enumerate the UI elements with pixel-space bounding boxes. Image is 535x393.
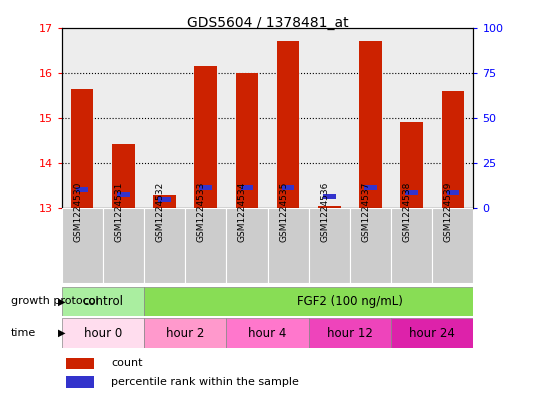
Bar [323,194,335,199]
Bar [277,41,300,208]
Bar [66,376,95,388]
Text: GSM1224532: GSM1224532 [156,182,165,242]
Text: count: count [111,358,142,368]
Bar [62,318,144,348]
Bar [447,190,459,195]
Bar [359,41,382,208]
Bar [117,193,129,197]
Bar [432,28,473,208]
Text: percentile rank within the sample: percentile rank within the sample [111,377,299,387]
Bar [226,28,268,208]
Text: hour 24: hour 24 [409,327,455,340]
Bar [144,208,185,283]
Text: hour 12: hour 12 [327,327,373,340]
Text: time: time [11,328,36,338]
Bar [144,287,473,316]
Bar [194,66,217,208]
Bar [144,318,226,348]
Bar [66,358,95,369]
Bar [391,318,473,348]
Bar [144,28,185,208]
Text: ▶: ▶ [58,328,65,338]
Text: GSM1224538: GSM1224538 [403,182,412,242]
Bar [309,208,350,283]
Bar [400,123,423,208]
Bar [406,190,418,195]
Bar [268,208,309,283]
Bar [235,73,258,208]
Text: growth protocol: growth protocol [11,296,98,307]
Bar [268,28,309,208]
Bar [226,318,309,348]
Bar [76,187,88,193]
Bar [318,206,341,208]
Text: ▶: ▶ [58,296,65,307]
Text: GSM1224533: GSM1224533 [197,182,206,242]
Text: GSM1224531: GSM1224531 [114,182,124,242]
Text: FGF2 (100 ng/mL): FGF2 (100 ng/mL) [297,295,403,308]
Text: GDS5604 / 1378481_at: GDS5604 / 1378481_at [187,16,348,30]
Bar [391,208,432,283]
Bar [112,144,135,208]
Bar [71,88,94,208]
Text: GSM1224539: GSM1224539 [444,182,453,242]
Text: hour 4: hour 4 [248,327,287,340]
Bar [282,185,294,190]
Text: control: control [82,295,123,308]
Bar [441,91,464,208]
Text: GSM1224536: GSM1224536 [320,182,330,242]
Bar [185,28,226,208]
Text: GSM1224534: GSM1224534 [238,182,247,242]
Bar [103,208,144,283]
Text: GSM1224530: GSM1224530 [73,182,82,242]
Bar [309,318,391,348]
Text: GSM1224535: GSM1224535 [279,182,288,242]
Bar [391,28,432,208]
Bar [103,28,144,208]
Bar [350,28,391,208]
Bar [153,195,176,208]
Bar [226,208,268,283]
Bar [241,185,253,190]
Text: GSM1224537: GSM1224537 [362,182,371,242]
Text: hour 2: hour 2 [166,327,204,340]
Bar [200,185,212,190]
Bar [158,197,171,202]
Bar [185,208,226,283]
Bar [62,28,103,208]
Text: hour 0: hour 0 [83,327,122,340]
Bar [364,185,377,190]
Bar [350,208,391,283]
Bar [62,287,144,316]
Bar [432,208,473,283]
Bar [309,28,350,208]
Bar [62,208,103,283]
